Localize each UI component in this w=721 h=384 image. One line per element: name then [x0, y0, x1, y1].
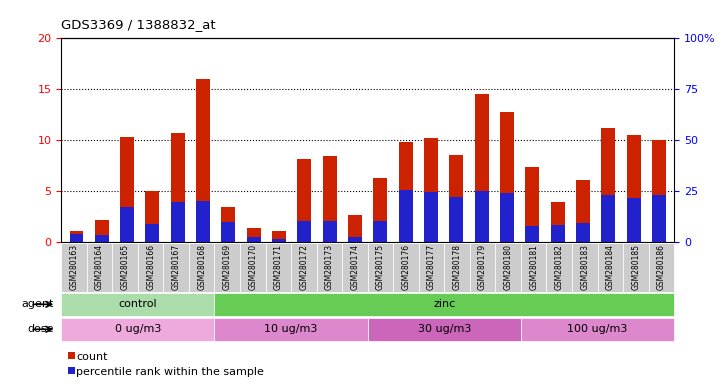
Bar	[449, 197, 464, 242]
Bar	[627, 198, 640, 242]
Text: GSM280182: GSM280182	[554, 244, 564, 290]
Bar	[627, 135, 640, 242]
Text: percentile rank within the sample: percentile rank within the sample	[76, 367, 264, 377]
Bar	[500, 112, 514, 242]
Bar	[171, 133, 185, 242]
Bar	[399, 190, 412, 242]
Text: GSM280178: GSM280178	[453, 244, 461, 290]
Bar	[69, 234, 84, 242]
Text: control: control	[118, 299, 157, 310]
Bar	[272, 239, 286, 242]
Bar	[601, 128, 615, 242]
Bar	[373, 178, 387, 242]
Text: 100 ug/m3: 100 ug/m3	[567, 324, 628, 334]
Text: GSM280183: GSM280183	[580, 244, 589, 290]
Bar	[399, 142, 412, 242]
Bar	[323, 220, 337, 242]
Bar	[146, 223, 159, 242]
Bar	[69, 231, 84, 242]
Bar	[323, 156, 337, 242]
Bar	[348, 237, 362, 242]
Text: GSM280168: GSM280168	[198, 244, 206, 290]
Bar	[526, 167, 539, 242]
Bar	[95, 220, 109, 242]
Text: agent: agent	[22, 299, 54, 310]
Text: GDS3369 / 1388832_at: GDS3369 / 1388832_at	[61, 18, 216, 31]
Text: GSM280176: GSM280176	[402, 244, 410, 290]
Text: zinc: zinc	[433, 299, 456, 310]
Text: GSM280174: GSM280174	[350, 244, 360, 290]
Text: GSM280165: GSM280165	[120, 244, 130, 290]
Text: 10 ug/m3: 10 ug/m3	[265, 324, 318, 334]
Bar	[373, 220, 387, 242]
Text: 0 ug/m3: 0 ug/m3	[115, 324, 161, 334]
Text: GSM280181: GSM280181	[529, 244, 538, 290]
Text: 30 ug/m3: 30 ug/m3	[417, 324, 471, 334]
Bar	[424, 138, 438, 242]
Text: dose: dose	[27, 324, 54, 334]
Bar	[272, 231, 286, 242]
Text: GSM280169: GSM280169	[223, 244, 231, 290]
Text: GSM280166: GSM280166	[146, 244, 155, 290]
Bar	[474, 94, 489, 242]
Text: GSM280164: GSM280164	[95, 244, 104, 290]
Bar	[247, 228, 261, 242]
Text: GSM280170: GSM280170	[248, 244, 257, 290]
Text: GSM280179: GSM280179	[478, 244, 487, 290]
Text: GSM280163: GSM280163	[69, 244, 79, 290]
Bar	[120, 137, 134, 242]
Bar	[601, 195, 615, 242]
Text: GSM280177: GSM280177	[427, 244, 436, 290]
Text: GSM280184: GSM280184	[606, 244, 615, 290]
Bar	[298, 159, 311, 242]
Bar	[146, 191, 159, 242]
Text: GSM280171: GSM280171	[274, 244, 283, 290]
Text: GSM280180: GSM280180	[504, 244, 513, 290]
Bar	[500, 193, 514, 242]
Bar	[551, 202, 565, 242]
Text: GSM280186: GSM280186	[657, 244, 666, 290]
Bar	[247, 237, 261, 242]
Bar	[348, 215, 362, 242]
Bar	[526, 226, 539, 242]
Bar	[474, 191, 489, 242]
Bar	[551, 225, 565, 242]
Bar	[449, 156, 464, 242]
Bar	[652, 140, 666, 242]
Text: GSM280172: GSM280172	[299, 244, 309, 290]
Text: GSM280173: GSM280173	[325, 244, 334, 290]
Bar	[221, 222, 235, 242]
Bar	[652, 195, 666, 242]
Bar	[221, 207, 235, 242]
Text: count: count	[76, 352, 107, 362]
Bar	[95, 235, 109, 242]
Bar	[424, 192, 438, 242]
Bar	[576, 180, 590, 242]
Bar	[298, 220, 311, 242]
Text: GSM280175: GSM280175	[376, 244, 385, 290]
Bar	[196, 201, 210, 242]
Text: GSM280167: GSM280167	[172, 244, 181, 290]
Bar	[576, 223, 590, 242]
Bar	[196, 79, 210, 242]
Bar	[171, 202, 185, 242]
Bar	[120, 207, 134, 242]
Text: GSM280185: GSM280185	[632, 244, 640, 290]
